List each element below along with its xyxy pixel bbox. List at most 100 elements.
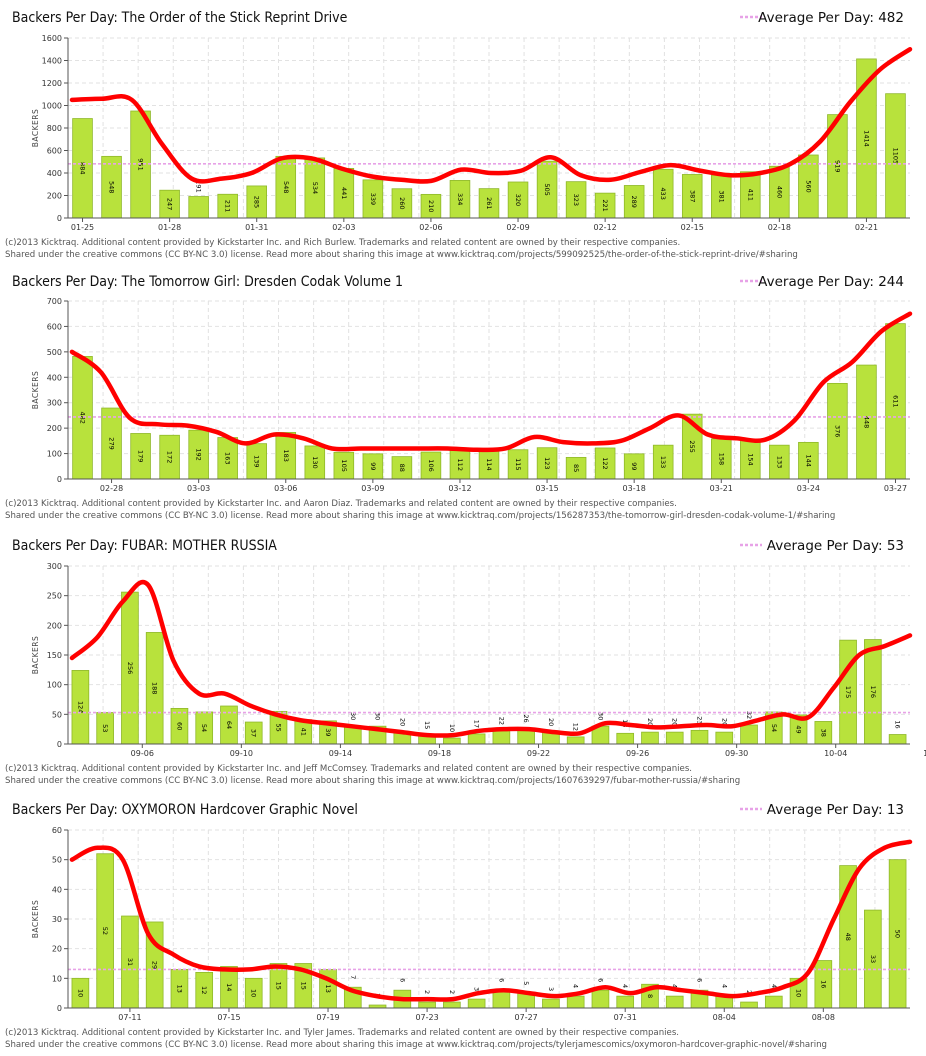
bar-value-label: 124 <box>76 701 84 713</box>
chart-panel-4: Backers Per Day: OXYMORON Hardcover Grap… <box>0 792 926 1056</box>
bar-value-label: 192 <box>195 448 203 460</box>
bar-value-label: 13 <box>324 985 332 993</box>
bar-value-label: 919 <box>833 160 841 172</box>
bar-value-label: 23 <box>696 716 704 724</box>
bar-value-label: 6 <box>398 978 406 982</box>
bar-value-label: 289 <box>630 196 638 208</box>
bar-value-label: 15 <box>423 721 431 729</box>
bar-value-label: 20 <box>398 718 406 726</box>
footer-line-2: Shared under the creative commons (CC BY… <box>5 511 835 521</box>
bar-value-label: 6 <box>497 978 505 982</box>
bar-value-label: 6 <box>696 978 704 982</box>
chart-3-svg: Backers Per Day: FUBAR: MOTHER RUSSIA Ave… <box>5 538 926 786</box>
y-tick-label: 300 <box>47 562 62 571</box>
bar-value-label: 4 <box>671 984 679 988</box>
y-tick-label: 150 <box>47 651 62 660</box>
y-tick-label: 100 <box>47 450 62 459</box>
bar-value-label: 20 <box>720 718 728 726</box>
y-tick-label: 200 <box>47 424 62 433</box>
bar-value-label: 175 <box>844 686 852 698</box>
bar-value-label: 52 <box>101 927 109 935</box>
chart-title: Backers Per Day: The Order of the Stick … <box>12 10 348 26</box>
bar-value-label: 31 <box>126 958 134 966</box>
bar-17 <box>467 733 486 745</box>
y-tick-label: 400 <box>47 169 62 178</box>
x-tick-label: 09-14 <box>329 749 352 758</box>
bar-value-label: 50 <box>894 930 902 938</box>
trend-line <box>69 839 913 1002</box>
bar-value-label: 12 <box>572 723 580 731</box>
bar-value-label: 211 <box>224 200 232 212</box>
bar-26 <box>690 729 709 745</box>
bar-value-label: 611 <box>891 395 899 407</box>
x-tick-label: 03-24 <box>797 484 820 493</box>
x-tick-label: 02-15 <box>681 223 704 232</box>
chart-title: Backers Per Day: The Tomorrow Girl: Dres… <box>12 274 403 290</box>
bar-value-label: 8 <box>646 994 654 998</box>
bar-value-label: 122 <box>601 457 609 469</box>
x-tick-label: 02-18 <box>768 223 791 232</box>
x-tick-label: 02-12 <box>594 223 617 232</box>
bar-value-label: 188 <box>151 682 159 694</box>
bar-value-label: 247 <box>166 198 174 210</box>
bar-value-label: 17 <box>473 720 481 728</box>
bar-24 <box>641 731 659 745</box>
bar-value-label: 2 <box>448 990 456 994</box>
x-tick-label: 03-12 <box>448 484 471 493</box>
chart-panel-3: Backers Per Day: FUBAR: MOTHER RUSSIA Ave… <box>0 528 926 792</box>
bar-value-label: 154 <box>746 453 754 465</box>
bar-value-label: 163 <box>224 452 232 464</box>
bar-value-label: 15 <box>275 982 283 990</box>
x-tick-label: 02-03 <box>332 223 355 232</box>
bar-value-label: 85 <box>572 464 580 472</box>
x-tick-label: 03-03 <box>187 484 210 493</box>
y-tick-label: 1400 <box>42 57 62 66</box>
bar-value-label: 381 <box>717 190 725 202</box>
x-tick-label: 07-11 <box>118 1013 141 1022</box>
y-tick-label: 1000 <box>42 102 62 111</box>
x-tick-label: 03-27 <box>884 484 907 493</box>
y-axis-label: BACKERS <box>31 371 40 410</box>
x-tick-label: 10-08 <box>923 749 926 758</box>
bar-value-label: 221 <box>601 199 609 211</box>
bar-value-label: 22 <box>497 717 505 725</box>
bar-value-label: 4 <box>621 984 629 988</box>
y-tick-label: 600 <box>47 147 62 156</box>
y-tick-label: 0 <box>57 1004 62 1013</box>
y-tick-label: 40 <box>52 885 62 894</box>
bar-value-label: 260 <box>398 197 406 209</box>
bar-value-label: 13 <box>175 985 183 993</box>
bar-16 <box>443 1001 461 1009</box>
bar-value-label: 20 <box>547 718 555 726</box>
chart-1-svg: Backers Per Day: The Order of the Stick … <box>5 10 913 260</box>
y-tick-label: 200 <box>47 621 62 630</box>
y-tick-label: 700 <box>47 297 62 306</box>
bar-value-label: 534 <box>311 182 319 194</box>
chart-title: Backers Per Day: FUBAR: MOTHER RUSSIA <box>12 538 277 554</box>
bar-5 <box>188 196 209 219</box>
bar-22 <box>591 989 610 1009</box>
bar-value-label: 30 <box>374 712 382 720</box>
bar-17 <box>467 998 486 1009</box>
footer-line-2: Shared under the creative commons (CC BY… <box>5 776 740 786</box>
y-tick-label: 200 <box>47 192 62 201</box>
x-tick-label: 03-06 <box>274 484 297 493</box>
x-tick-label: 02-09 <box>506 223 529 232</box>
x-tick-label: 02-21 <box>855 223 878 232</box>
y-tick-label: 60 <box>52 826 62 835</box>
bar-value-label: 2 <box>423 990 431 994</box>
legend-average-label: Average Per Day: 13 <box>767 802 904 818</box>
y-tick-label: 30 <box>52 915 62 924</box>
bar-25 <box>665 731 684 745</box>
bar-value-label: 16 <box>819 980 827 988</box>
bar-value-label: 30 <box>349 712 357 720</box>
bar-value-label: 53 <box>101 724 109 732</box>
bar-value-label: 39 <box>324 728 332 736</box>
bar-value-label: 884 <box>79 162 87 174</box>
bar-20 <box>542 998 560 1009</box>
x-tick-label: 09-18 <box>428 749 451 758</box>
footer-line-1: (c)2013 Kicktraq. Additional content pro… <box>5 238 680 248</box>
bar-value-label: 548 <box>108 181 116 193</box>
bar-21 <box>566 736 585 745</box>
y-axis-label: BACKERS <box>31 636 40 675</box>
